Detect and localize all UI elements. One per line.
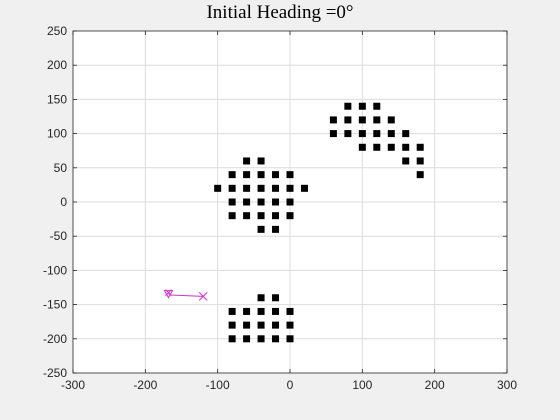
y-tick-label: 100 — [47, 127, 67, 141]
y-tick-label: 200 — [47, 58, 67, 72]
y-tick-label: 50 — [54, 161, 68, 175]
obstacle-marker — [228, 335, 236, 343]
obstacle-marker — [402, 143, 410, 151]
obstacle-marker — [373, 116, 381, 124]
obstacle-marker — [257, 294, 265, 302]
x-tick-label: -200 — [133, 378, 157, 392]
obstacle-marker — [416, 157, 424, 165]
obstacle-marker — [286, 335, 294, 343]
obstacle-marker — [387, 130, 395, 138]
y-tick-label: -250 — [43, 366, 67, 380]
obstacle-marker — [228, 307, 236, 315]
obstacle-marker — [402, 157, 410, 165]
obstacle-marker — [228, 212, 236, 220]
x-tick-label: 0 — [287, 378, 294, 392]
obstacle-marker — [358, 143, 366, 151]
obstacle-marker — [243, 321, 251, 329]
obstacle-marker — [416, 143, 424, 151]
obstacle-marker — [243, 212, 251, 220]
obstacle-marker — [387, 116, 395, 124]
obstacle-marker — [228, 171, 236, 179]
obstacle-marker — [272, 294, 280, 302]
y-tick-label: -200 — [43, 332, 67, 346]
obstacle-marker — [228, 184, 236, 192]
obstacle-marker — [257, 198, 265, 206]
obstacle-marker — [243, 157, 251, 165]
end-marker — [198, 292, 208, 301]
start-cross-marker — [165, 289, 172, 297]
y-tick-label: 250 — [47, 24, 67, 38]
obstacle-marker — [329, 116, 337, 124]
obstacle-marker — [286, 184, 294, 192]
y-tick-label: 150 — [47, 92, 67, 106]
obstacle-marker — [344, 102, 352, 110]
obstacle-marker — [373, 130, 381, 138]
obstacle-marker — [272, 212, 280, 220]
obstacle-marker — [358, 130, 366, 138]
obstacle-marker — [373, 102, 381, 110]
obstacle-marker — [387, 143, 395, 151]
obstacle-marker — [243, 335, 251, 343]
obstacle-marker — [358, 102, 366, 110]
obstacle-marker — [329, 130, 337, 138]
obstacle-marker — [228, 198, 236, 206]
obstacle-marker — [344, 116, 352, 124]
obstacle-marker — [300, 184, 308, 192]
x-tick-label: -300 — [61, 378, 85, 392]
obstacle-marker — [257, 171, 265, 179]
x-tick-label: 300 — [497, 378, 517, 392]
obstacle-marker — [344, 130, 352, 138]
x-tick-label: -100 — [206, 378, 230, 392]
obstacle-marker — [257, 184, 265, 192]
obstacle-marker — [373, 143, 381, 151]
obstacle-marker — [286, 198, 294, 206]
x-tick-label: 200 — [425, 378, 445, 392]
obstacle-marker — [228, 321, 236, 329]
obstacle-marker — [257, 307, 265, 315]
chart-title: Initial Heading =0° — [206, 2, 354, 23]
obstacle-marker — [358, 116, 366, 124]
obstacle-marker — [286, 307, 294, 315]
obstacle-marker — [272, 198, 280, 206]
obstacle-marker — [272, 307, 280, 315]
obstacle-marker — [402, 130, 410, 138]
obstacle-marker — [286, 171, 294, 179]
obstacle-marker — [243, 307, 251, 315]
y-tick-label: -150 — [43, 298, 67, 312]
obstacle-marker — [272, 321, 280, 329]
x-tick-label: 100 — [352, 378, 372, 392]
obstacle-marker — [286, 321, 294, 329]
obstacle-marker — [214, 184, 222, 192]
obstacle-marker — [286, 212, 294, 220]
obstacle-marker — [243, 171, 251, 179]
obstacle-marker — [257, 321, 265, 329]
obstacle-marker — [257, 157, 265, 165]
y-tick-label: 0 — [60, 195, 67, 209]
obstacle-marker — [257, 212, 265, 220]
obstacle-marker — [272, 335, 280, 343]
y-tick-label: -100 — [43, 263, 67, 277]
obstacle-marker — [243, 184, 251, 192]
obstacle-marker — [272, 184, 280, 192]
obstacle-marker — [272, 225, 280, 233]
obstacle-marker — [272, 171, 280, 179]
obstacle-marker — [243, 198, 251, 206]
y-tick-label: -50 — [50, 229, 68, 243]
obstacle-marker — [416, 171, 424, 179]
obstacle-marker — [257, 335, 265, 343]
obstacle-marker — [257, 225, 265, 233]
